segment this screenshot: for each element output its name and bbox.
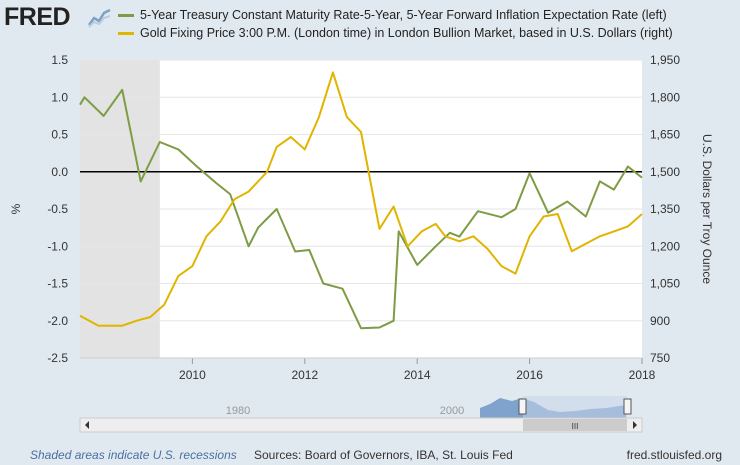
y-left-tick-label: -0.5 <box>47 202 68 216</box>
legend-swatch-gold <box>118 32 134 35</box>
treasury-rate-line[interactable] <box>79 88 643 330</box>
scroll-left-icon[interactable] <box>85 421 89 429</box>
navigator-left-handle[interactable] <box>518 398 527 415</box>
y-left-tick-label: -1.0 <box>47 239 68 253</box>
scrollbar-thumb[interactable] <box>523 419 627 431</box>
y-left-tick-labels: 1.5 1.0 0.5 0.0 -0.5 -1.0 -1.5 -2.0 -2.5 <box>47 53 68 365</box>
x-tick-label: 2012 <box>291 368 318 382</box>
y-left-tick-label: 1.0 <box>51 90 68 104</box>
y-left-tick-label: 0.0 <box>51 165 68 179</box>
site-link[interactable]: fred.stlouisfed.org <box>626 448 722 462</box>
recession-note: Shaded areas indicate U.S. recessions <box>30 448 237 462</box>
x-tick-label: 2016 <box>516 368 543 382</box>
y-right-tick-labels: 1,950 1,800 1,650 1,500 1,350 1,200 1,050 900 75… <box>650 53 680 365</box>
y-left-tick-label: -2.0 <box>47 314 68 328</box>
range-navigator[interactable]: 1980 2000 <box>80 396 642 418</box>
y-right-axis-label: U.S. Dollars per Troy Ounce <box>700 134 714 284</box>
scrollbar[interactable]: III <box>79 417 643 433</box>
y-left-tick-label: -1.5 <box>47 277 68 291</box>
y-left-tick-label: 0.5 <box>51 128 68 142</box>
fred-logo[interactable]: FRED <box>4 3 71 31</box>
y-right-tick-label: 1,800 <box>650 90 680 104</box>
legend-label-treasury: 5-Year Treasury Constant Maturity Rate-5… <box>140 8 667 22</box>
y-right-tick-label: 1,500 <box>650 165 680 179</box>
line-chart: 1.51.00.50.0-0.5-1.0-1.5-2.0-2.5 1,9501,… <box>9 53 714 433</box>
legend-entry-gold[interactable]: Gold Fixing Price 3:00 P.M. (London time… <box>118 24 673 42</box>
navigator-label-2000: 2000 <box>440 405 464 417</box>
y-right-tick-label: 1,050 <box>650 277 680 291</box>
y-right-tick-label: 1,650 <box>650 128 680 142</box>
x-tick-label: 2018 <box>629 368 656 382</box>
y-right-tick-label: 1,200 <box>650 239 680 253</box>
x-tick-label: 2010 <box>179 368 206 382</box>
legend-swatch-treasury <box>118 14 134 17</box>
scrollbar-grip: III <box>572 422 579 431</box>
y-right-tick-label: 1,350 <box>650 202 680 216</box>
navigator-label-1980: 1980 <box>226 405 250 417</box>
sources-text: Sources: Board of Governors, IBA, St. Lo… <box>254 448 513 462</box>
y-right-tick-label: 1,950 <box>650 53 680 67</box>
y-right-tick-label: 900 <box>650 314 670 328</box>
legend-label-gold: Gold Fixing Price 3:00 P.M. (London time… <box>140 26 673 40</box>
y-right-tick-label: 750 <box>650 351 670 365</box>
legend-entry-treasury[interactable]: 5-Year Treasury Constant Maturity Rate-5… <box>118 6 673 24</box>
series-lines <box>79 71 643 330</box>
y-left-tick-label: -2.5 <box>47 351 68 365</box>
y-left-tick-label: 1.5 <box>51 53 68 67</box>
gold-price-line[interactable] <box>79 71 643 327</box>
x-tick-labels: 2010 2012 2014 2016 2018 <box>80 357 656 382</box>
y-left-axis-label: % <box>9 203 23 214</box>
x-tick-label: 2014 <box>404 368 431 382</box>
fred-chart-icon <box>88 8 112 28</box>
chart-legend: 5-Year Treasury Constant Maturity Rate-5… <box>118 6 673 42</box>
scroll-right-icon[interactable] <box>633 421 637 429</box>
navigator-right-handle[interactable] <box>623 398 632 415</box>
